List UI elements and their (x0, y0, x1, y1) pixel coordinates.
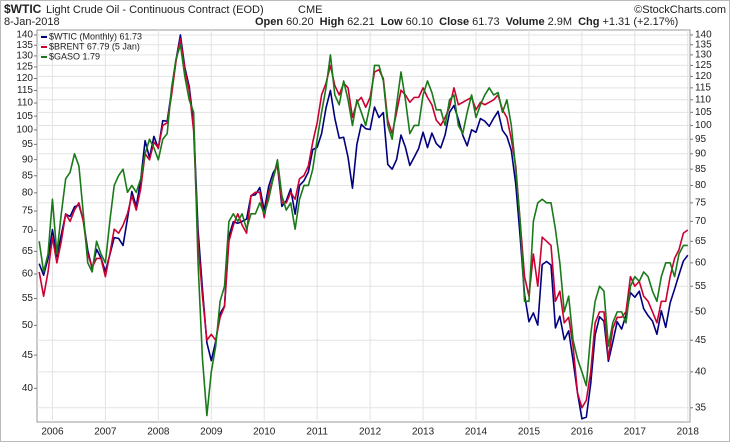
quote-value: 62.21 (347, 16, 375, 28)
plot-area (36, 29, 691, 423)
x-tick-label: 2015 (518, 427, 541, 438)
y2-tick-label: 130 (16, 51, 33, 62)
x-tick-label: 2017 (624, 427, 647, 438)
y-tick-label: 85 (695, 164, 707, 175)
quote-label: Volume (506, 16, 545, 28)
date: 8-Jan-2018 (4, 16, 60, 28)
x-tick-label: 2016 (571, 427, 594, 438)
quote-value: 60.10 (406, 16, 434, 28)
y2-tick-label: 60 (22, 269, 34, 280)
quote-value: 61.73 (472, 16, 500, 28)
y2-tick-label: 85 (22, 170, 34, 181)
y-tick-label: 125 (695, 60, 712, 71)
y2-tick-label: 90 (22, 154, 34, 165)
y-tick-label: 105 (695, 107, 712, 118)
y2-tick-label: 70 (22, 225, 34, 236)
y-tick-label: 75 (695, 197, 707, 208)
y2-tick-label: 115 (17, 85, 33, 96)
symbol: $WTIC (4, 2, 42, 16)
x-tick-label: 2012 (359, 427, 382, 438)
y-tick-label: 65 (695, 236, 707, 247)
y-tick-label: 50 (695, 307, 707, 318)
x-tick-label: 2014 (465, 427, 488, 438)
y-tick-label: 70 (695, 216, 707, 227)
y-tick-label: 60 (695, 257, 707, 268)
quote-label: Chg (578, 16, 599, 28)
y2-tick-label: 40 (22, 383, 34, 394)
y-tick-label: 45 (695, 335, 707, 346)
y2-tick-label: 65 (22, 246, 34, 257)
x-tick-label: 2007 (94, 427, 117, 438)
x-tick-label: 2006 (41, 427, 64, 438)
y2-tick-label: 110 (17, 98, 33, 109)
y2-tick-label: 100 (16, 125, 33, 136)
y-tick-label: 115 (695, 82, 711, 93)
y-tick-label: 55 (695, 281, 707, 292)
y-tick-label: 95 (695, 134, 707, 145)
y2-tick-label: 105 (16, 111, 33, 122)
y2-tick-label: 75 (22, 206, 34, 217)
y2-tick-label: 80 (22, 187, 34, 198)
x-tick-label: 2018 (677, 427, 700, 438)
y-tick-label: 90 (695, 148, 707, 159)
y2-tick-label: 135 (16, 40, 33, 51)
y-tick-label: 120 (695, 71, 712, 82)
x-tick-label: 2008 (147, 427, 170, 438)
quote-label: High (320, 16, 345, 28)
y2-tick-label: 55 (22, 293, 34, 304)
quote-label: Open (255, 16, 283, 28)
y-tick-label: 140 (695, 30, 712, 41)
y-tick-label: 110 (695, 94, 711, 105)
x-tick-label: 2011 (306, 427, 328, 438)
y2-tick-label: 95 (22, 139, 34, 150)
legend-label: $WTIC (Monthly) 61.73 (49, 31, 142, 41)
y2-tick-label: 125 (16, 62, 33, 73)
y2-tick-label: 50 (22, 320, 34, 331)
y2-tick-label: 45 (22, 350, 34, 361)
quote-value: 60.20 (286, 16, 314, 28)
exchange: CME (298, 4, 322, 16)
y2-tick-label: 120 (16, 73, 33, 84)
y-tick-label: 135 (695, 39, 712, 50)
quote-value: +1.31 (+2.17%) (602, 16, 678, 28)
y-tick-label: 130 (695, 50, 712, 61)
copyright: ©StockCharts.com (634, 4, 726, 16)
quote: Open 60.20 High 62.21 Low 60.10 Close 61.73 Volu… (255, 16, 678, 28)
quote-label: Close (439, 16, 469, 28)
x-tick-label: 2010 (253, 427, 276, 438)
legend-label: $GASO 1.79 (49, 51, 100, 61)
series-line (38, 38, 689, 409)
quote-value: 2.9M (548, 16, 572, 28)
instrument-name: Light Crude Oil - Continuous Contract (E… (46, 4, 264, 16)
y-tick-label: 100 (695, 120, 712, 131)
quote-label: Low (381, 16, 403, 28)
y-tick-label: 80 (695, 180, 707, 191)
legend-label: $BRENT 67.79 (5 Jan) (49, 41, 140, 51)
y-tick-label: 40 (695, 367, 707, 378)
series-line (38, 43, 688, 417)
x-tick-label: 2013 (412, 427, 435, 438)
y2-tick-label: 140 (16, 30, 33, 41)
x-tick-label: 2009 (200, 427, 223, 438)
y-tick-label: 35 (695, 402, 707, 413)
